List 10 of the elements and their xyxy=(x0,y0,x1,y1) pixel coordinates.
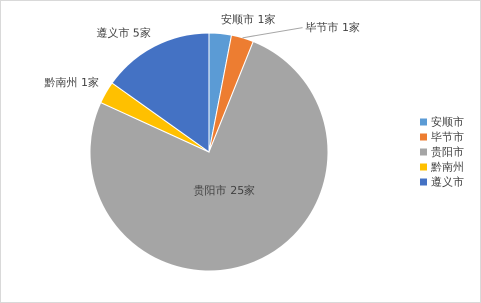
category-label: 遵义市 5家 xyxy=(96,26,151,40)
legend-label: 遵义市 xyxy=(431,176,464,188)
legend-label: 贵阳市 xyxy=(431,146,464,158)
legend-label: 黔南州 xyxy=(430,160,464,174)
category-label: 贵阳市 25家 xyxy=(194,184,256,198)
category-label: 毕节市 1家 xyxy=(306,21,360,34)
category-label: 安顺市 1家 xyxy=(221,13,276,26)
legend-label: 安顺市 xyxy=(431,116,464,128)
category-label: 黔南州 1家 xyxy=(44,76,100,89)
legend-label: 毕节市 xyxy=(431,130,464,144)
